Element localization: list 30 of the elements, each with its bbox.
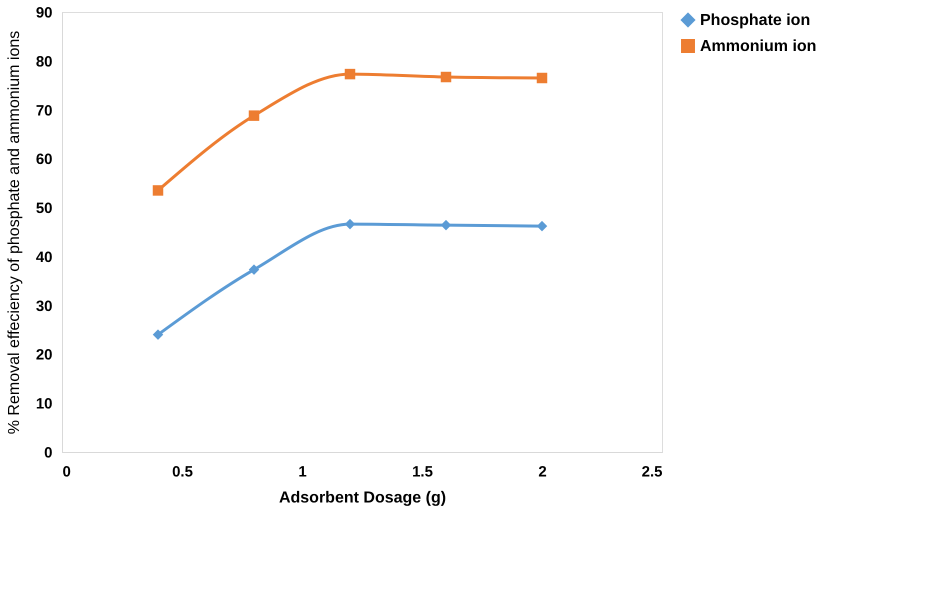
point: [344, 218, 356, 230]
x-tick-label: 1: [298, 464, 307, 480]
y-tick-label: 30: [36, 298, 52, 315]
point: [536, 72, 548, 84]
y-axis-title: % Removal effeciency of phosphate and ammonium ions: [6, 30, 23, 434]
point: [536, 220, 548, 232]
y-tick-label: 80: [36, 53, 52, 70]
x-tick-label: 2.5: [642, 464, 662, 480]
y-tick-label: 60: [36, 151, 52, 168]
point: [248, 110, 260, 121]
x-tick-label: 0: [62, 464, 71, 480]
y-tick-label: 0: [44, 444, 52, 462]
point: [152, 185, 164, 196]
point: [344, 68, 356, 80]
y-tick-label: 70: [36, 102, 52, 120]
y-tick-label: 10: [36, 396, 52, 413]
legend-label: Phosphate ion: [700, 12, 810, 29]
x-tick-label: 0.5: [172, 464, 193, 480]
point: [152, 329, 164, 340]
x-axis-title: Adsorbent Dosage (g): [278, 490, 446, 506]
point: [440, 220, 452, 230]
y-tick-label: 40: [36, 248, 52, 266]
legend-label: Ammonium ion: [700, 38, 816, 55]
x-tick-label: 2: [538, 464, 547, 480]
y-tick-label: 90: [36, 4, 52, 22]
y-tick-label: 50: [36, 200, 52, 218]
y-tick-label: 20: [36, 346, 52, 364]
point: [248, 264, 260, 275]
point: [440, 72, 452, 82]
x-tick-label: 1.5: [412, 464, 433, 480]
